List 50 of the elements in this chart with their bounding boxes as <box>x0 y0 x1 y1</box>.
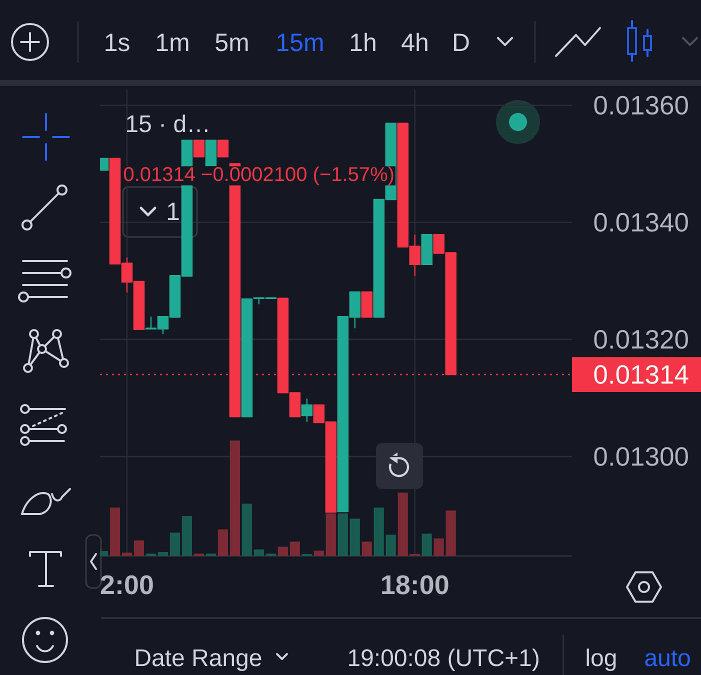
x-tick-label: 2:00 <box>100 575 153 594</box>
text: 1h <box>351 32 376 51</box>
y-tick-label: 0.01360 <box>594 96 688 115</box>
bar <box>338 513 348 556</box>
annotation: 0.01314 −0.0002100 (−1.57%) <box>124 166 394 186</box>
text: 15m <box>278 34 323 52</box>
bar <box>110 508 120 556</box>
bar <box>314 550 324 556</box>
candlestick <box>205 140 217 166</box>
x-tick-label: 18:00 <box>382 575 448 594</box>
bar <box>398 492 408 556</box>
bar <box>170 532 180 556</box>
bar <box>422 534 432 556</box>
bar <box>278 546 288 556</box>
bar <box>326 513 336 556</box>
bar <box>350 518 360 556</box>
text: 19:00:08 (UTC+1) <box>349 648 538 671</box>
text: D <box>454 34 469 51</box>
bar <box>182 516 192 556</box>
bar <box>158 552 168 556</box>
text: 5m <box>216 34 248 52</box>
candlestick <box>361 291 373 318</box>
text: auto <box>645 650 690 666</box>
bar <box>134 540 144 556</box>
bar <box>218 529 228 556</box>
annotation: 1 <box>168 202 179 220</box>
bar <box>434 538 444 556</box>
y-tick-label: 0.01300 <box>594 447 688 466</box>
y-tick-label: 0.01340 <box>594 212 688 232</box>
bar <box>122 552 132 556</box>
ref-line-label: 0.01314 <box>594 365 688 384</box>
text: Date Range <box>136 649 262 671</box>
candlestick <box>193 140 205 158</box>
candlestick <box>301 398 313 422</box>
candlestick <box>421 234 432 266</box>
text: 1s <box>106 34 130 52</box>
bar <box>254 549 264 556</box>
text: 1m <box>157 34 188 51</box>
bar <box>386 534 396 556</box>
bar <box>230 440 240 556</box>
text: 15 · d… <box>127 114 208 132</box>
y-tick-label: 0.01320 <box>594 330 688 349</box>
text: 4h <box>402 32 428 51</box>
bar <box>446 510 456 556</box>
bar <box>374 508 384 556</box>
candlestick <box>217 140 229 158</box>
bar <box>242 504 252 556</box>
bar <box>290 542 300 556</box>
bar <box>362 542 372 556</box>
text: log <box>586 648 616 671</box>
